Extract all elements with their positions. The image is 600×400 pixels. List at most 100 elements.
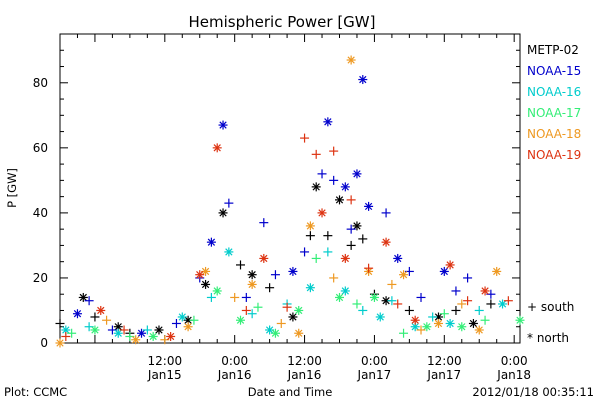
chart-title: Hemispheric Power [GW] [189,13,376,31]
data-point [294,305,304,315]
data-point [253,302,263,312]
data-point [311,182,321,192]
data-point [311,149,321,159]
data-point [259,253,269,263]
data-point [218,120,228,130]
data-point [381,296,391,306]
data-point [113,328,123,338]
data-point [503,296,513,306]
data-point [55,318,65,328]
data-point [259,218,269,228]
data-point [399,270,409,280]
x-tick-date-label: Jan15 [147,368,182,382]
hemisphere-legend-item: * north [527,331,569,345]
data-point [189,315,199,325]
x-tick-date-label: Jan16 [217,368,252,382]
data-point [230,292,240,302]
data-point [340,253,350,263]
data-point [399,328,409,338]
data-point [90,312,100,322]
data-point [323,247,333,257]
legend-item: NOAA-17 [527,106,581,120]
data-point [317,169,327,179]
data-point [72,309,82,319]
y-axis: 0 20 40 60 80 [33,33,520,350]
data-point [364,201,374,211]
legend-item: NOAA-16 [527,85,581,99]
data-point [329,146,339,156]
x-tick-time-label: 12:00 [427,354,462,368]
data-point [410,315,420,325]
data-point [329,273,339,283]
data-point [183,322,193,332]
data-point [300,247,310,257]
data-point [206,237,216,247]
data-point [393,299,403,309]
y-tick-label: 80 [33,76,48,90]
data-point [119,325,129,335]
footer-timestamp: 2012/01/18 00:35:11 [472,385,594,399]
data-point [474,325,484,335]
data-point [177,312,187,322]
data-point [131,335,141,345]
data-point [451,286,461,296]
data-point [422,322,432,332]
data-point [515,315,525,325]
data-point [270,270,280,280]
data-point [498,299,508,309]
data-point [352,299,362,309]
x-tick-time-label: 12:00 [287,354,322,368]
y-tick-label: 40 [33,206,48,220]
data-point [480,286,490,296]
legend-item: NOAA-15 [527,64,581,78]
data-point [381,237,391,247]
x-tick-date-label: Jan16 [287,368,322,382]
data-point [78,292,88,302]
data-point [67,328,77,338]
data-point [463,296,473,306]
x-tick-date-label: Jan18 [496,368,531,382]
data-point [480,315,490,325]
data-point [166,331,176,341]
x-tick-time-label: 0:00 [501,354,528,368]
legend-item: METP-02 [527,43,579,57]
data-point [282,302,292,312]
data-point [102,315,112,325]
data-point [416,325,426,335]
data-point [486,299,496,309]
data-point [154,325,164,335]
data-point [288,266,298,276]
data-point [468,318,478,328]
data-point [387,279,397,289]
y-tick-label: 60 [33,141,48,155]
data-point [270,328,280,338]
data-point [474,305,484,315]
data-point [375,312,385,322]
data-points [55,55,525,348]
data-point [224,198,234,208]
data-point [300,133,310,143]
data-point [305,221,315,231]
data-point [457,299,467,309]
y-tick-label: 0 [40,336,48,350]
footer-plot-credit: Plot: CCMC [4,385,67,399]
data-point [358,305,368,315]
x-tick-time-label: 0:00 [221,354,248,368]
data-point [148,331,158,341]
data-point [201,279,211,289]
data-point [142,325,152,335]
data-point [288,312,298,322]
data-point [137,328,147,338]
data-point [445,318,455,328]
data-point [212,143,222,153]
data-point [247,309,257,319]
data-point [334,292,344,302]
data-point [241,292,251,302]
hemisphere-legend-item: + south [527,300,574,314]
data-point [428,312,438,322]
data-point [352,169,362,179]
data-point [416,292,426,302]
hemisphere-legend: + south * north [527,300,574,345]
data-point [294,328,304,338]
y-tick-label: 20 [33,271,48,285]
